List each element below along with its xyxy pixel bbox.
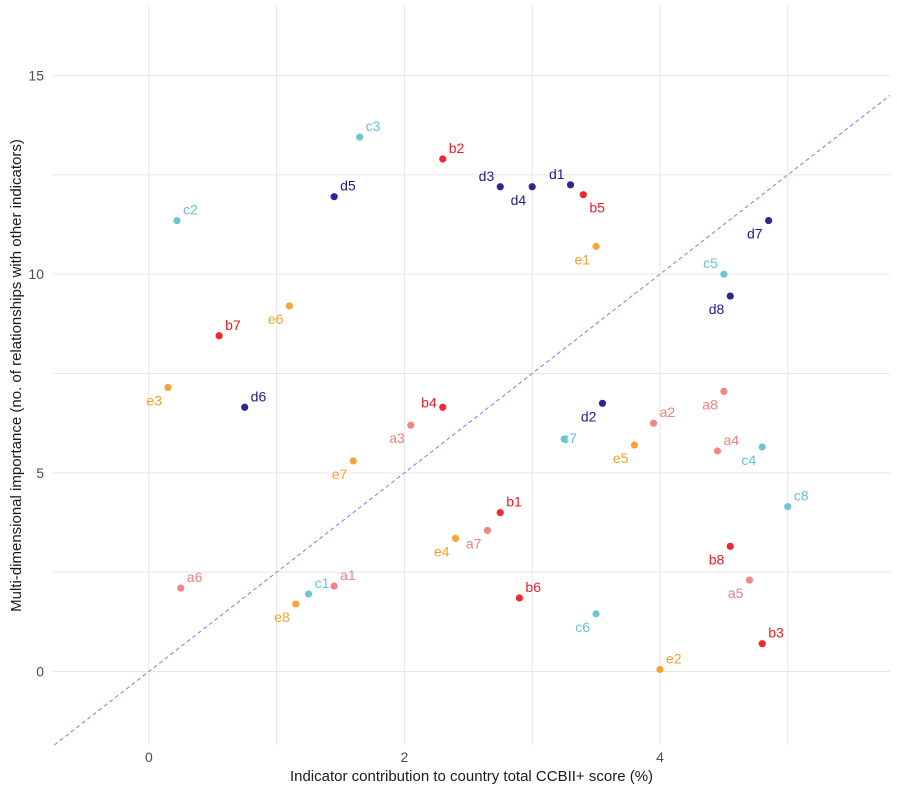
grid-layer bbox=[53, 6, 890, 745]
x-tick-label: 4 bbox=[656, 749, 664, 765]
point-e2 bbox=[656, 665, 664, 674]
point-label-a2: a2 bbox=[660, 404, 676, 420]
point-label-e7: e7 bbox=[332, 466, 348, 482]
point-label-a5: a5 bbox=[728, 585, 744, 601]
x-tick-label: 0 bbox=[145, 749, 153, 765]
points-layer bbox=[164, 133, 792, 674]
point-e3 bbox=[164, 383, 172, 392]
point-e7 bbox=[349, 457, 357, 465]
point-d3 bbox=[496, 183, 504, 191]
point-c5 bbox=[720, 270, 728, 278]
tick-labels-layer: 0 2 4 0 5 10 15 bbox=[28, 68, 664, 765]
x-tick-label: 2 bbox=[401, 749, 409, 765]
point-label-e5: e5 bbox=[613, 450, 629, 466]
point-c1 bbox=[304, 590, 313, 598]
point-label-c2: c2 bbox=[183, 202, 198, 218]
point-label-c8: c8 bbox=[794, 488, 809, 504]
point-b2 bbox=[439, 155, 447, 163]
point-d2 bbox=[598, 399, 607, 407]
point-e4 bbox=[451, 534, 460, 542]
point-label-a8: a8 bbox=[702, 396, 718, 412]
point-e6 bbox=[285, 302, 294, 310]
point-e5 bbox=[630, 441, 639, 449]
point-a2 bbox=[649, 419, 658, 427]
point-label-b4: b4 bbox=[421, 394, 437, 410]
point-b8 bbox=[726, 542, 734, 550]
point-label-a4: a4 bbox=[723, 432, 739, 448]
point-label-e8: e8 bbox=[274, 609, 290, 625]
point-label-b1: b1 bbox=[506, 494, 522, 510]
point-label-b3: b3 bbox=[768, 625, 784, 641]
point-d5 bbox=[330, 193, 338, 201]
point-a1 bbox=[330, 582, 338, 590]
point-c7 bbox=[560, 435, 568, 443]
point-label-b8: b8 bbox=[709, 551, 725, 567]
point-b7 bbox=[215, 332, 223, 340]
point-label-c1: c1 bbox=[315, 575, 330, 591]
point-b5 bbox=[579, 191, 587, 199]
point-label-d7: d7 bbox=[747, 226, 763, 242]
point-b4 bbox=[439, 403, 447, 411]
point-label-d4: d4 bbox=[511, 192, 527, 208]
point-label-d6: d6 bbox=[251, 388, 267, 404]
point-label-a7: a7 bbox=[466, 535, 482, 551]
point-e1 bbox=[592, 242, 600, 250]
point-a7 bbox=[483, 526, 492, 535]
y-tick-label: 10 bbox=[28, 266, 44, 282]
point-d1 bbox=[566, 181, 575, 189]
point-a8 bbox=[720, 387, 728, 395]
point-label-b5: b5 bbox=[589, 200, 605, 216]
point-label-e6: e6 bbox=[268, 311, 284, 327]
point-c6 bbox=[592, 610, 600, 618]
point-label-d1: d1 bbox=[549, 166, 565, 182]
point-label-b2: b2 bbox=[449, 140, 465, 156]
point-c2 bbox=[173, 216, 181, 225]
point-c3 bbox=[356, 133, 364, 141]
point-b1 bbox=[496, 508, 504, 517]
point-label-c7: c7 bbox=[562, 430, 577, 446]
point-d6 bbox=[241, 403, 249, 411]
point-labels-layer: a1 a2 a3 a4 a5 a6 a7 a8 b1 b2 b3 b4 b5 b6 b7 b8 c1 c2 c3 c4… bbox=[146, 118, 808, 666]
point-a5 bbox=[745, 576, 754, 584]
point-label-c6: c6 bbox=[575, 619, 590, 635]
point-a3 bbox=[407, 421, 415, 429]
point-a6 bbox=[177, 584, 185, 592]
point-label-d5: d5 bbox=[340, 178, 356, 194]
point-c4 bbox=[758, 443, 766, 451]
point-label-e3: e3 bbox=[146, 392, 162, 408]
point-label-d8: d8 bbox=[709, 301, 725, 317]
point-c8 bbox=[784, 503, 792, 511]
point-label-e1: e1 bbox=[575, 251, 591, 267]
point-label-d3: d3 bbox=[479, 168, 495, 184]
point-label-e2: e2 bbox=[666, 651, 682, 667]
point-label-d2: d2 bbox=[581, 408, 597, 424]
x-axis-title: Indicator contribution to country total … bbox=[290, 768, 653, 785]
point-label-a6: a6 bbox=[187, 569, 203, 585]
point-b6 bbox=[515, 594, 524, 602]
point-label-e4: e4 bbox=[434, 543, 450, 559]
point-b3 bbox=[758, 640, 766, 648]
point-label-a3: a3 bbox=[389, 430, 405, 446]
point-label-b6: b6 bbox=[525, 579, 541, 595]
point-e8 bbox=[292, 600, 300, 608]
y-tick-label: 0 bbox=[36, 663, 44, 679]
point-label-b7: b7 bbox=[225, 317, 241, 333]
y-axis-title: Multi-dimensional importance (no. of rel… bbox=[8, 139, 25, 612]
y-tick-label: 5 bbox=[36, 465, 44, 481]
point-label-a1: a1 bbox=[340, 567, 356, 583]
point-label-c5: c5 bbox=[703, 255, 718, 271]
point-a4 bbox=[713, 447, 722, 455]
point-d8 bbox=[726, 292, 734, 300]
reference-line bbox=[53, 95, 891, 746]
point-d4 bbox=[528, 183, 536, 191]
point-d7 bbox=[765, 216, 773, 225]
point-label-c3: c3 bbox=[366, 118, 381, 134]
y-tick-label: 15 bbox=[28, 68, 44, 84]
point-label-c4: c4 bbox=[741, 452, 756, 468]
